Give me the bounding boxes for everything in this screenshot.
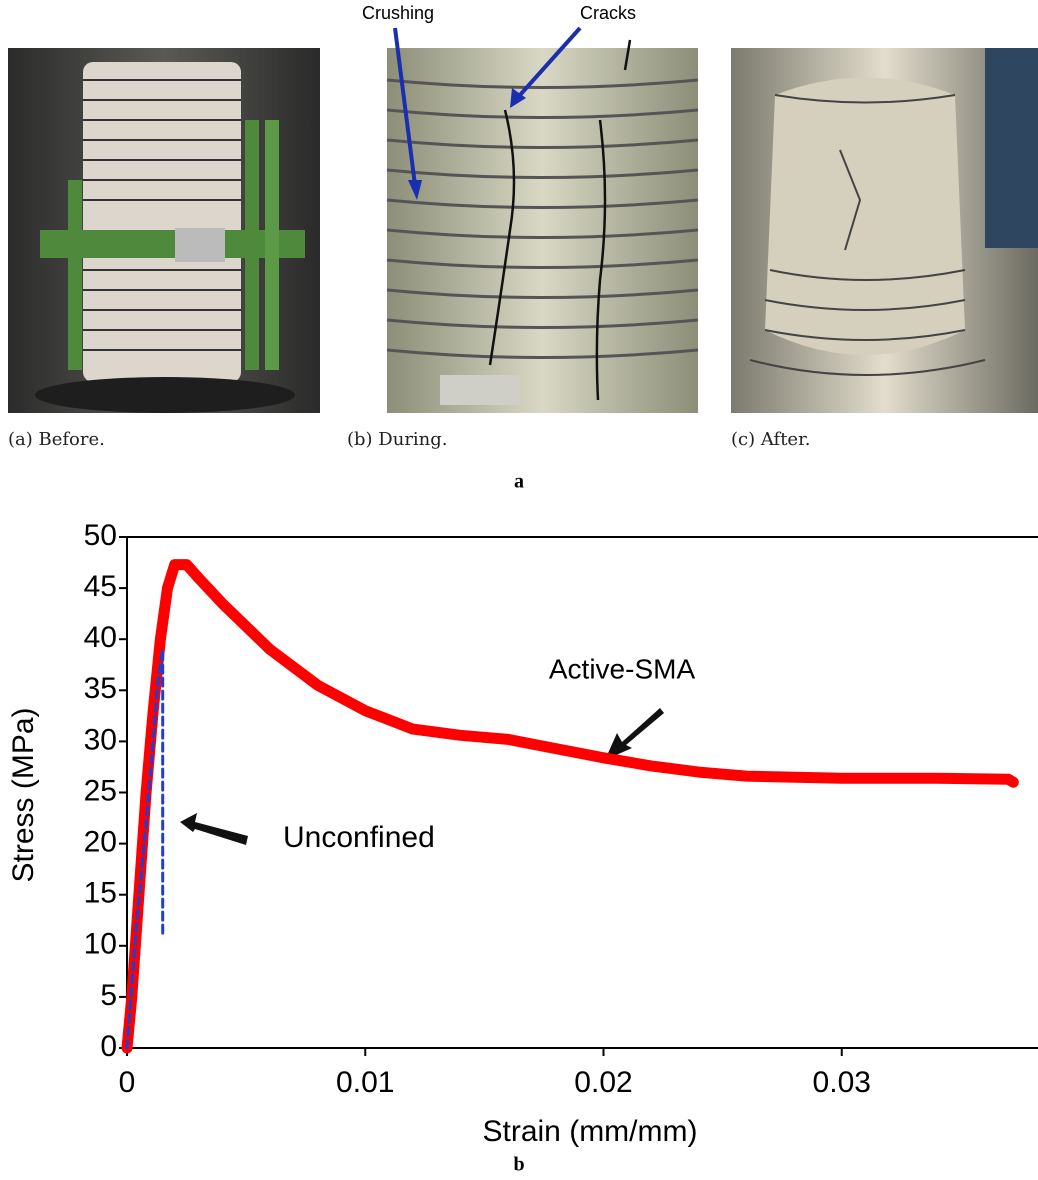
y-tick-label: 30 bbox=[84, 723, 117, 756]
annotation: Cracks bbox=[580, 3, 636, 23]
series-label: Active-SMA bbox=[549, 653, 696, 684]
series-line bbox=[125, 647, 165, 1050]
photo-arrows bbox=[393, 26, 582, 200]
y-tick-label: 20 bbox=[84, 826, 117, 859]
caption: (a) Before. bbox=[8, 429, 105, 450]
y-axis-label: Stress (MPa) bbox=[7, 707, 40, 882]
y-tick-label: 10 bbox=[84, 928, 117, 961]
y-tick-label: 5 bbox=[100, 979, 117, 1012]
panel-label: b bbox=[513, 1154, 524, 1176]
y-tick-label: 15 bbox=[84, 877, 117, 910]
x-tick-label: 0.01 bbox=[336, 1066, 394, 1099]
caption: (c) After. bbox=[731, 429, 810, 450]
photo-after bbox=[731, 48, 1038, 413]
y-tick-label: 40 bbox=[84, 621, 117, 654]
photo-before bbox=[8, 48, 320, 413]
series-label: Unconfined bbox=[283, 821, 435, 854]
x-tick-label: 0.02 bbox=[574, 1066, 632, 1099]
y-tick-label: 50 bbox=[84, 519, 117, 552]
caption: (b) During. bbox=[347, 429, 448, 450]
annotation: Crushing bbox=[362, 3, 434, 23]
y-tick-label: 25 bbox=[84, 774, 117, 807]
x-tick-label: 0 bbox=[119, 1066, 136, 1099]
plot-frame bbox=[126, 536, 1038, 1049]
photo-during bbox=[386, 39, 699, 413]
y-tick-label: 45 bbox=[84, 570, 117, 603]
y-tick-label: 0 bbox=[100, 1030, 117, 1063]
panel-label: a bbox=[514, 471, 524, 493]
x-tick-label: 0.03 bbox=[813, 1066, 871, 1099]
series-line bbox=[121, 559, 1019, 1054]
series-arrows bbox=[180, 708, 664, 845]
y-tick-label: 35 bbox=[84, 672, 117, 705]
x-axis-label: Strain (mm/mm) bbox=[483, 1115, 698, 1148]
